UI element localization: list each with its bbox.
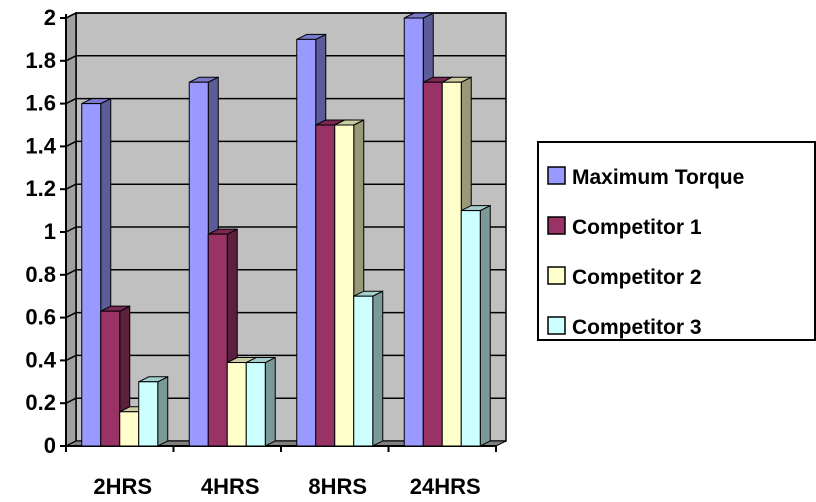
- bar-front: [460, 210, 481, 447]
- bar-side: [264, 356, 276, 447]
- x-axis-ticks: 2HRS 4HRS 8HRS 24HRS: [65, 446, 497, 499]
- bar-front: [188, 81, 209, 447]
- legend-swatch: [547, 266, 566, 285]
- bar-front: [353, 295, 374, 447]
- bar-front: [138, 381, 159, 447]
- bar-front: [226, 362, 247, 447]
- legend: Maximum Torque Competitor 1 Competitor 2 Co…: [537, 141, 816, 341]
- bar-front: [245, 362, 266, 447]
- x-tick-label: 8HRS: [308, 474, 367, 499]
- gridline-side: [65, 397, 77, 404]
- gridline-side: [65, 311, 77, 319]
- bar-front: [441, 81, 462, 447]
- legend-swatch: [547, 166, 566, 185]
- y-tick-label: 1.4: [25, 133, 56, 158]
- bar: [353, 290, 384, 447]
- x-tick-label: 24HRS: [410, 474, 481, 499]
- gridline-side: [65, 55, 77, 62]
- y-tick-label: 2: [44, 5, 56, 30]
- y-tick-label: 1.2: [25, 176, 56, 201]
- y-tick-label: 0: [44, 433, 56, 458]
- bar-front: [422, 81, 443, 447]
- bar: [460, 204, 491, 447]
- bar-front: [81, 103, 102, 447]
- bar-front: [119, 411, 140, 447]
- y-tick-label: 1: [44, 219, 56, 244]
- y-tick-label: 0.2: [25, 390, 56, 415]
- bar-front: [100, 310, 121, 447]
- y-tick-label: 0.4: [25, 347, 56, 372]
- bar-front: [207, 233, 228, 447]
- legend-label: Competitor 3: [572, 316, 702, 339]
- bar-side: [479, 204, 491, 447]
- gridline-side: [65, 97, 77, 105]
- gridline-side: [65, 140, 77, 148]
- gridline-side: [65, 269, 77, 276]
- bar-front: [315, 124, 336, 447]
- y-tick-label: 1.6: [25, 91, 56, 116]
- legend-label: Competitor 1: [572, 216, 702, 239]
- y-tick-label: 0.6: [25, 305, 56, 330]
- legend-box: [537, 141, 816, 341]
- bar-front: [296, 38, 317, 447]
- y-tick-label: 0.8: [25, 262, 56, 287]
- bar-side: [157, 375, 169, 447]
- legend-swatch: [547, 316, 566, 335]
- x-tick-label: 4HRS: [201, 474, 260, 499]
- bar: [138, 375, 169, 447]
- legend-swatch: [547, 216, 566, 235]
- bar-front: [403, 17, 424, 447]
- gridline-side: [65, 12, 77, 19]
- x-tick-label: 2HRS: [93, 474, 152, 499]
- bars: [81, 12, 491, 447]
- bar-side: [372, 290, 384, 447]
- gridline-side: [65, 226, 77, 233]
- bar: [245, 356, 276, 447]
- gridline-side: [65, 183, 77, 190]
- gridline-side: [65, 354, 77, 362]
- y-axis-ticks: 0 0.2 0.4 0.6 0.8 1 1.2 1.4 1.6 1.8 2: [25, 5, 66, 458]
- bar-front: [334, 124, 355, 447]
- legend-label: Competitor 2: [572, 266, 702, 289]
- legend-label: Maximum Torque: [572, 166, 744, 189]
- y-tick-label: 1.8: [25, 48, 56, 73]
